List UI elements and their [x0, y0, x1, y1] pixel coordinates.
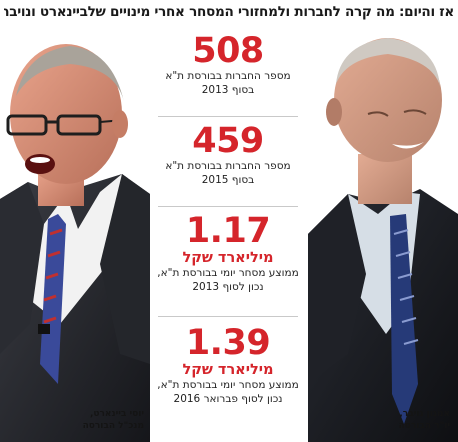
stat-trading-2013: 1.17 מיליארד שקל ממוצע מסחר יומי בבורסת … — [150, 212, 306, 294]
stats-column: 508 מספר החברות בבורסת ת"א בסוף 2013 459… — [150, 26, 306, 438]
photo-left-person: יוסי ביינארט, מנכ"ל הבורסה — [0, 24, 150, 442]
caption-right: אמנון נויבר, יו"ר הבורסה — [399, 408, 450, 432]
stat-desc-line1: מספר החברות בבורסת ת"א — [165, 70, 291, 82]
stat-desc-line1: מספר החברות בבורסת ת"א — [165, 160, 291, 172]
portrait-left-image — [0, 44, 150, 442]
stat-value: 1.39 — [185, 323, 271, 363]
stat-desc-line1: ממוצע מסחר יומי בבורסת ת"א, — [157, 379, 299, 391]
portrait-right-image — [308, 38, 458, 442]
stat-trading-2016: 1.39 מיליארד שקל ממוצע מסחר יומי בבורסת … — [150, 324, 306, 406]
stat-unit: מיליארד שקל — [182, 250, 274, 266]
stat-desc-line2: נכון לסוף 2013 — [192, 280, 264, 293]
headline: אז והיום: מה קרה לחברות ולמחזורי המסחר א… — [4, 4, 454, 20]
stat-companies-2015: 459 מספר החברות בבורסת ת"א בסוף 2015 — [150, 122, 306, 187]
divider — [158, 316, 298, 317]
right-person-title: יו"ר הבורסה — [398, 421, 450, 431]
divider — [158, 206, 298, 207]
stat-desc-line2: נכון לסוף פברואר 2016 — [173, 392, 283, 405]
stat-value: 1.17 — [185, 211, 271, 251]
divider — [158, 116, 298, 117]
stat-value: 459 — [192, 121, 264, 161]
stat-desc-line2: בסוף 2013 — [201, 83, 255, 96]
stat-companies-2013: 508 מספר החברות בבורסת ת"א בסוף 2013 — [150, 32, 306, 97]
stat-value: 508 — [192, 31, 264, 71]
stat-unit: מיליארד שקל — [182, 362, 274, 378]
photo-right-person: אמנון נויבר, יו"ר הבורסה — [308, 24, 458, 442]
stat-desc-line1: ממוצע מסחר יומי בבורסת ת"א, — [157, 267, 299, 279]
left-person-title: מנכ"ל הבורסה — [82, 421, 144, 431]
stat-desc-line2: בסוף 2015 — [201, 173, 255, 186]
right-person-name: אמנון נויבר, — [399, 409, 450, 419]
left-person-name: יוסי ביינארט, — [89, 409, 144, 419]
caption-left: יוסי ביינארט, מנכ"ל הבורסה — [83, 408, 144, 432]
